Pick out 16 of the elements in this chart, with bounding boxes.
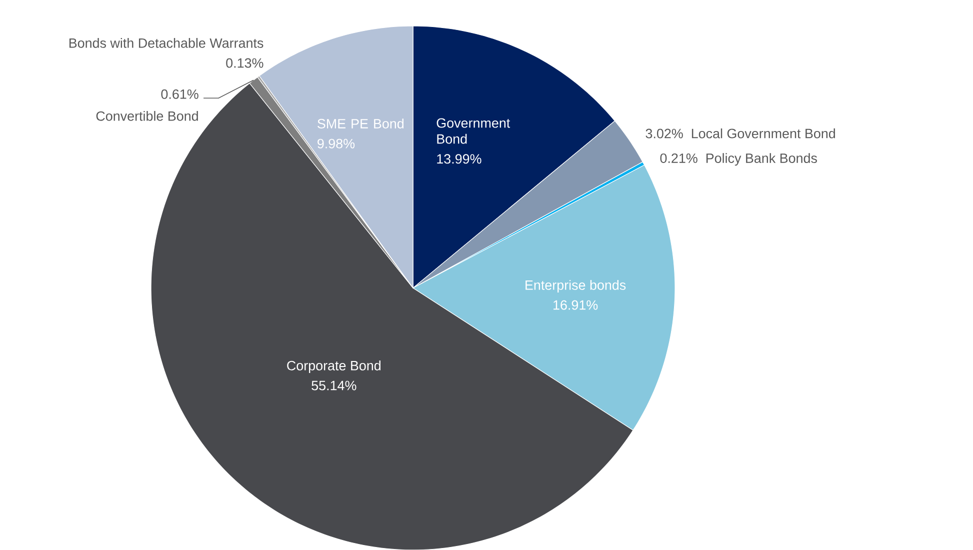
- data-label: 9.98%: [318, 138, 355, 148]
- data-label: 16.91%: [554, 300, 598, 310]
- slice-label: Enterprise bonds: [526, 280, 626, 293]
- data-label: 55.14%: [312, 380, 356, 390]
- data-label: 0.61%: [161, 89, 198, 99]
- data-label: 0.21%: [660, 153, 698, 163]
- slice-label: Corporate Bond: [287, 360, 380, 374]
- slice-label: Local Government Bond: [692, 128, 835, 138]
- slice-label: Convertible Bond: [96, 110, 198, 121]
- slice-label: SME PE Bond: [318, 118, 404, 128]
- data-label: 0.13%: [226, 58, 264, 68]
- slice-label: Government Bond: [436, 118, 510, 144]
- data-label: 13.99%: [437, 154, 482, 164]
- slice-label: Bonds with Detachable Warrants: [69, 38, 264, 48]
- data-label: 3.02%: [646, 128, 683, 138]
- slice-label: Policy Bank Bonds: [706, 153, 817, 166]
